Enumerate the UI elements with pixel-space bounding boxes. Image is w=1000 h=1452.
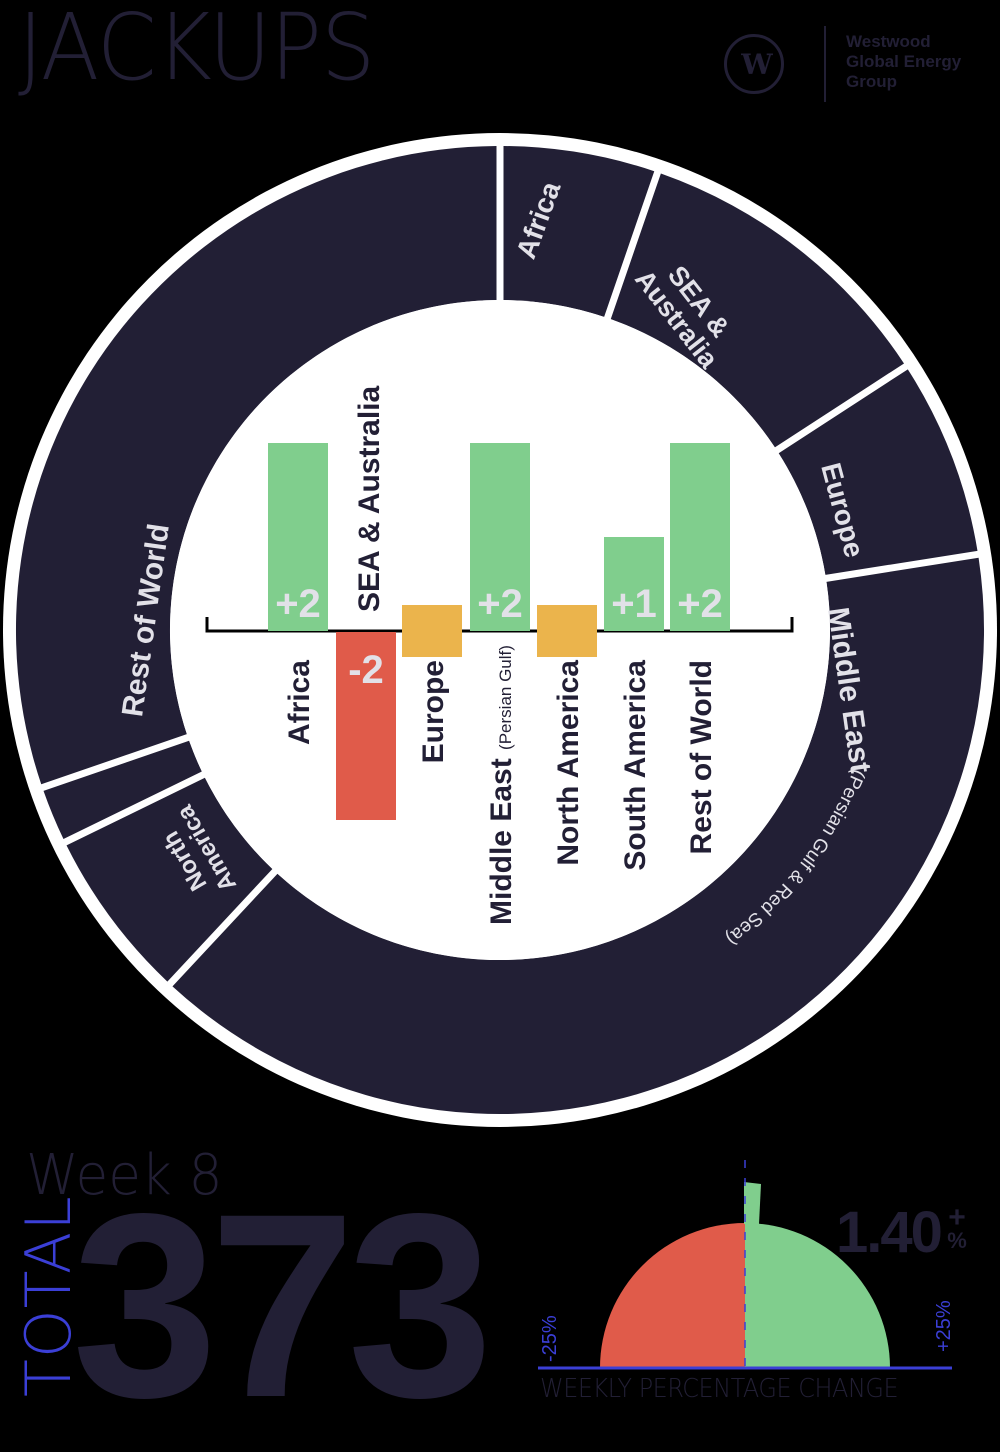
total-label: TOTAL [12, 1195, 85, 1397]
donut-segment-africa [503, 146, 655, 317]
gauge-max-label: +25% [933, 1300, 955, 1352]
bar-south-america [604, 537, 664, 631]
page-title: JACKUPS [18, 0, 375, 101]
bar-rest-of-world [670, 443, 730, 631]
bar-value-label: -2 [348, 648, 384, 692]
gauge-negative-half [600, 1223, 745, 1368]
weekly-change-value: 1.40 [836, 1200, 943, 1265]
bar-chart: +2 Africa -2 SEA & Australia Europe +2 Middle … [205, 386, 794, 925]
bar-category-label: SEA & Australia [353, 386, 386, 612]
gauge-min-label: -25% [539, 1315, 561, 1362]
bar-value-label: +2 [477, 582, 523, 626]
bar-category-label: North America [552, 660, 585, 866]
total-value: 373 [72, 1159, 493, 1452]
bar-category-label: Africa [283, 660, 316, 745]
westwood-logo: W Westwood Global Energy Group [722, 22, 992, 106]
donut-segment-europe [778, 369, 978, 575]
bar-category-label: Middle East (Persian Gulf) [485, 645, 518, 925]
gauge-positive-half [745, 1223, 890, 1368]
week-label: Week 8 [26, 1143, 223, 1208]
logo-text: Westwood Global Energy Group [846, 32, 962, 91]
bar-africa [268, 443, 328, 631]
bar-value-label: +2 [677, 582, 723, 626]
bar-category-label: Rest of World [685, 660, 718, 854]
donut-segment-rest-of-world [15, 146, 497, 785]
bar-category-label: South America [619, 660, 652, 871]
donut-segment-south-america [43, 740, 202, 840]
donut-segment-sea-australia [610, 173, 905, 448]
logo-mark-icon: W [724, 34, 784, 94]
bar-category-label: Europe [417, 660, 450, 763]
bar-middle-east [470, 443, 530, 631]
gauge-caption: WEEKLY PERCENTAGE CHANGE [540, 1374, 899, 1404]
bar-europe [402, 605, 462, 657]
bar-north-america [537, 605, 597, 657]
bar-sea-australia [336, 632, 396, 820]
logo-divider [824, 26, 826, 102]
weekly-change-gauge: -25% +25% [538, 1160, 955, 1370]
donut-segment-middle-east-persian-gulf-red-sea [172, 557, 985, 1115]
gauge-indicator [744, 1182, 761, 1224]
weekly-change-sign: + % [947, 1201, 967, 1253]
bar-value-label: +1 [611, 582, 657, 626]
donut-segment-north-america [66, 777, 273, 982]
bar-value-label: +2 [275, 582, 321, 626]
donut-segments [15, 146, 985, 1115]
